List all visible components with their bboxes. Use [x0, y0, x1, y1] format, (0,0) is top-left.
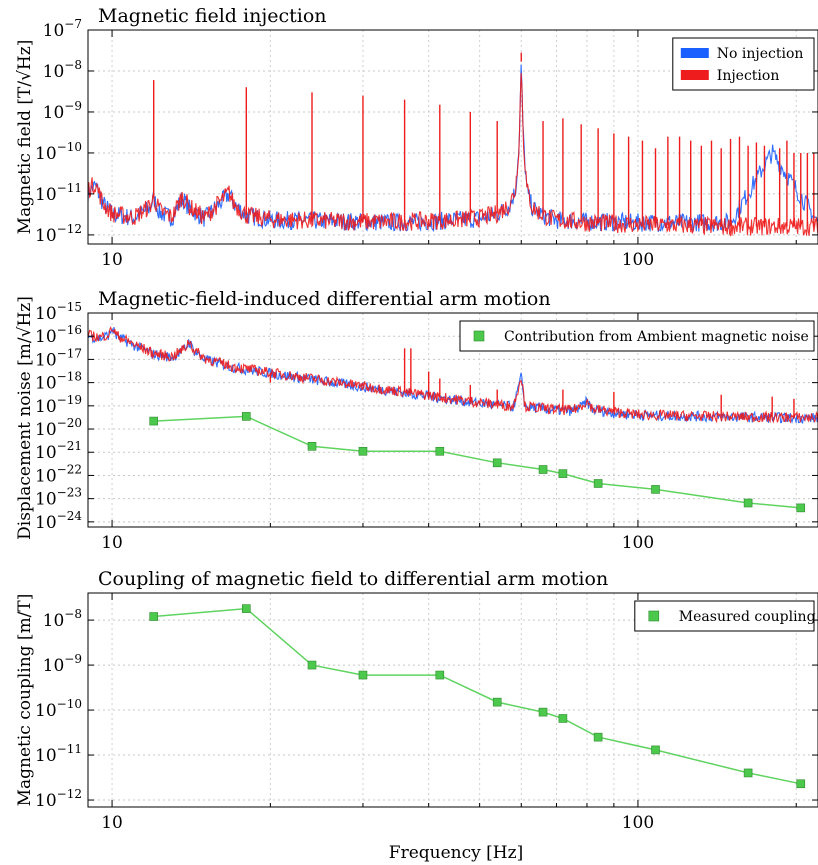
panel-2-x-ticks: 10 100 — [101, 313, 797, 553]
legend-box — [459, 320, 815, 352]
panel-1-y-ticks: 10−7 10−8 10−9 10−10 10−11 10−12 — [35, 17, 818, 246]
panel-2-legend: Contribution from Ambient magnetic noise — [459, 320, 815, 352]
legend-label: Contribution from Ambient magnetic noise — [504, 329, 809, 345]
series-line-Contribution from Ambient magnetic noise — [153, 415, 801, 509]
x-tick-label: 100 — [622, 250, 654, 270]
panel-magnetic-field: Magnetic field injection Magnetic field … — [15, 5, 818, 270]
y-tick-label: 10−10 — [35, 697, 82, 721]
legend-box — [672, 37, 815, 91]
data-point — [242, 604, 251, 613]
panel-1-title: Magnetic field injection — [98, 5, 327, 27]
legend-label: No injection — [717, 46, 804, 62]
y-tick-label: 10−11 — [35, 181, 82, 205]
data-point — [435, 670, 445, 680]
data-point — [538, 707, 548, 717]
data-point — [538, 465, 548, 474]
panel-1-plot-area — [88, 52, 818, 237]
legend-swatch — [680, 48, 709, 58]
panel-1-x-ticks: 10 100 — [101, 30, 797, 270]
data-point — [743, 768, 753, 778]
data-point — [651, 745, 660, 755]
legend-label: Measured coupling — [679, 609, 816, 625]
y-tick-label: 10−23 — [35, 486, 82, 510]
data-point — [796, 503, 806, 513]
y-tick-label: 10−22 — [35, 462, 82, 486]
y-tick-label: 10−18 — [35, 370, 82, 394]
series-trace-1 — [88, 326, 818, 424]
panel-3-grid — [87, 593, 818, 807]
x-tick-label: 10 — [101, 533, 123, 553]
data-point — [558, 714, 568, 723]
legend-label: Injection — [717, 68, 780, 84]
data-point — [593, 479, 603, 488]
legend-box — [634, 600, 815, 632]
data-point — [307, 442, 317, 451]
panel-2-title: Magnetic-field-induced differential arm … — [98, 288, 551, 310]
x-tick-label: 100 — [622, 533, 654, 553]
panel-1-legend: No injection Injection — [672, 37, 815, 91]
legend-marker — [473, 330, 485, 342]
legend-marker — [648, 610, 660, 622]
data-point — [149, 612, 159, 621]
data-point — [651, 485, 660, 494]
x-tick-label: 10 — [101, 250, 123, 270]
panel-2-plot-area — [88, 326, 818, 513]
panel-2-frame — [87, 312, 818, 528]
panel-3-frame — [87, 592, 818, 808]
panel-1-ylabel: Magnetic field [T/√Hz] — [15, 40, 35, 235]
y-tick-label: 10−8 — [43, 58, 82, 82]
data-point — [743, 498, 753, 508]
data-point — [358, 670, 368, 680]
x-tick-label: 100 — [622, 813, 654, 833]
data-point — [242, 412, 251, 421]
y-tick-label: 10−19 — [35, 393, 82, 417]
x-axis-label: Frequency [Hz] — [389, 843, 523, 863]
panel-1-frame — [87, 29, 818, 245]
panel-3-plot-area — [149, 604, 806, 789]
y-tick-label: 10−12 — [35, 787, 82, 811]
panel-3-x-ticks: 10 100 — [101, 593, 797, 833]
data-point — [358, 446, 368, 456]
x-tick-label: 10 — [101, 813, 123, 833]
y-tick-label: 10−7 — [43, 17, 82, 41]
y-tick-label: 10−10 — [35, 140, 82, 164]
y-tick-label: 10−17 — [35, 346, 82, 370]
panel-3-legend: Measured coupling — [634, 600, 816, 632]
series-trace-1 — [88, 72, 818, 237]
panel-3-y-ticks: 10−8 10−9 10−10 10−11 10−12 — [35, 607, 818, 811]
y-tick-label: 10−9 — [43, 652, 82, 676]
data-point — [593, 732, 603, 742]
data-point — [492, 458, 502, 468]
data-point — [149, 416, 159, 426]
data-point — [796, 779, 806, 789]
y-tick-label: 10−11 — [35, 742, 82, 766]
data-point — [435, 446, 445, 456]
y-tick-label: 10−12 — [35, 222, 82, 246]
y-tick-label: 10−24 — [35, 509, 82, 533]
y-tick-label: 10−21 — [35, 439, 82, 463]
y-tick-label: 10−9 — [43, 99, 82, 123]
legend-swatch — [680, 70, 709, 80]
series-line-Measured coupling — [153, 607, 801, 785]
panel-magnetic-coupling: Coupling of magnetic field to differenti… — [15, 568, 818, 833]
y-tick-label: 10−15 — [35, 300, 82, 324]
panel-2-ylabel: Displacement noise [m/√Hz] — [15, 296, 35, 540]
data-point — [492, 697, 502, 707]
panel-displacement-noise: Magnetic-field-induced differential arm … — [15, 288, 818, 553]
panel-3-title: Coupling of magnetic field to differenti… — [98, 568, 608, 590]
data-point — [307, 660, 317, 670]
data-point — [558, 469, 568, 478]
y-tick-label: 10−20 — [35, 416, 82, 440]
y-tick-label: 10−16 — [35, 323, 82, 347]
panel-3-ylabel: Magnetic coupling [m/T] — [15, 594, 35, 807]
y-tick-label: 10−8 — [43, 607, 82, 631]
panel-2-y-ticks: 10−1510−1610−1710−1810−1910−2010−2110−22… — [35, 300, 818, 533]
